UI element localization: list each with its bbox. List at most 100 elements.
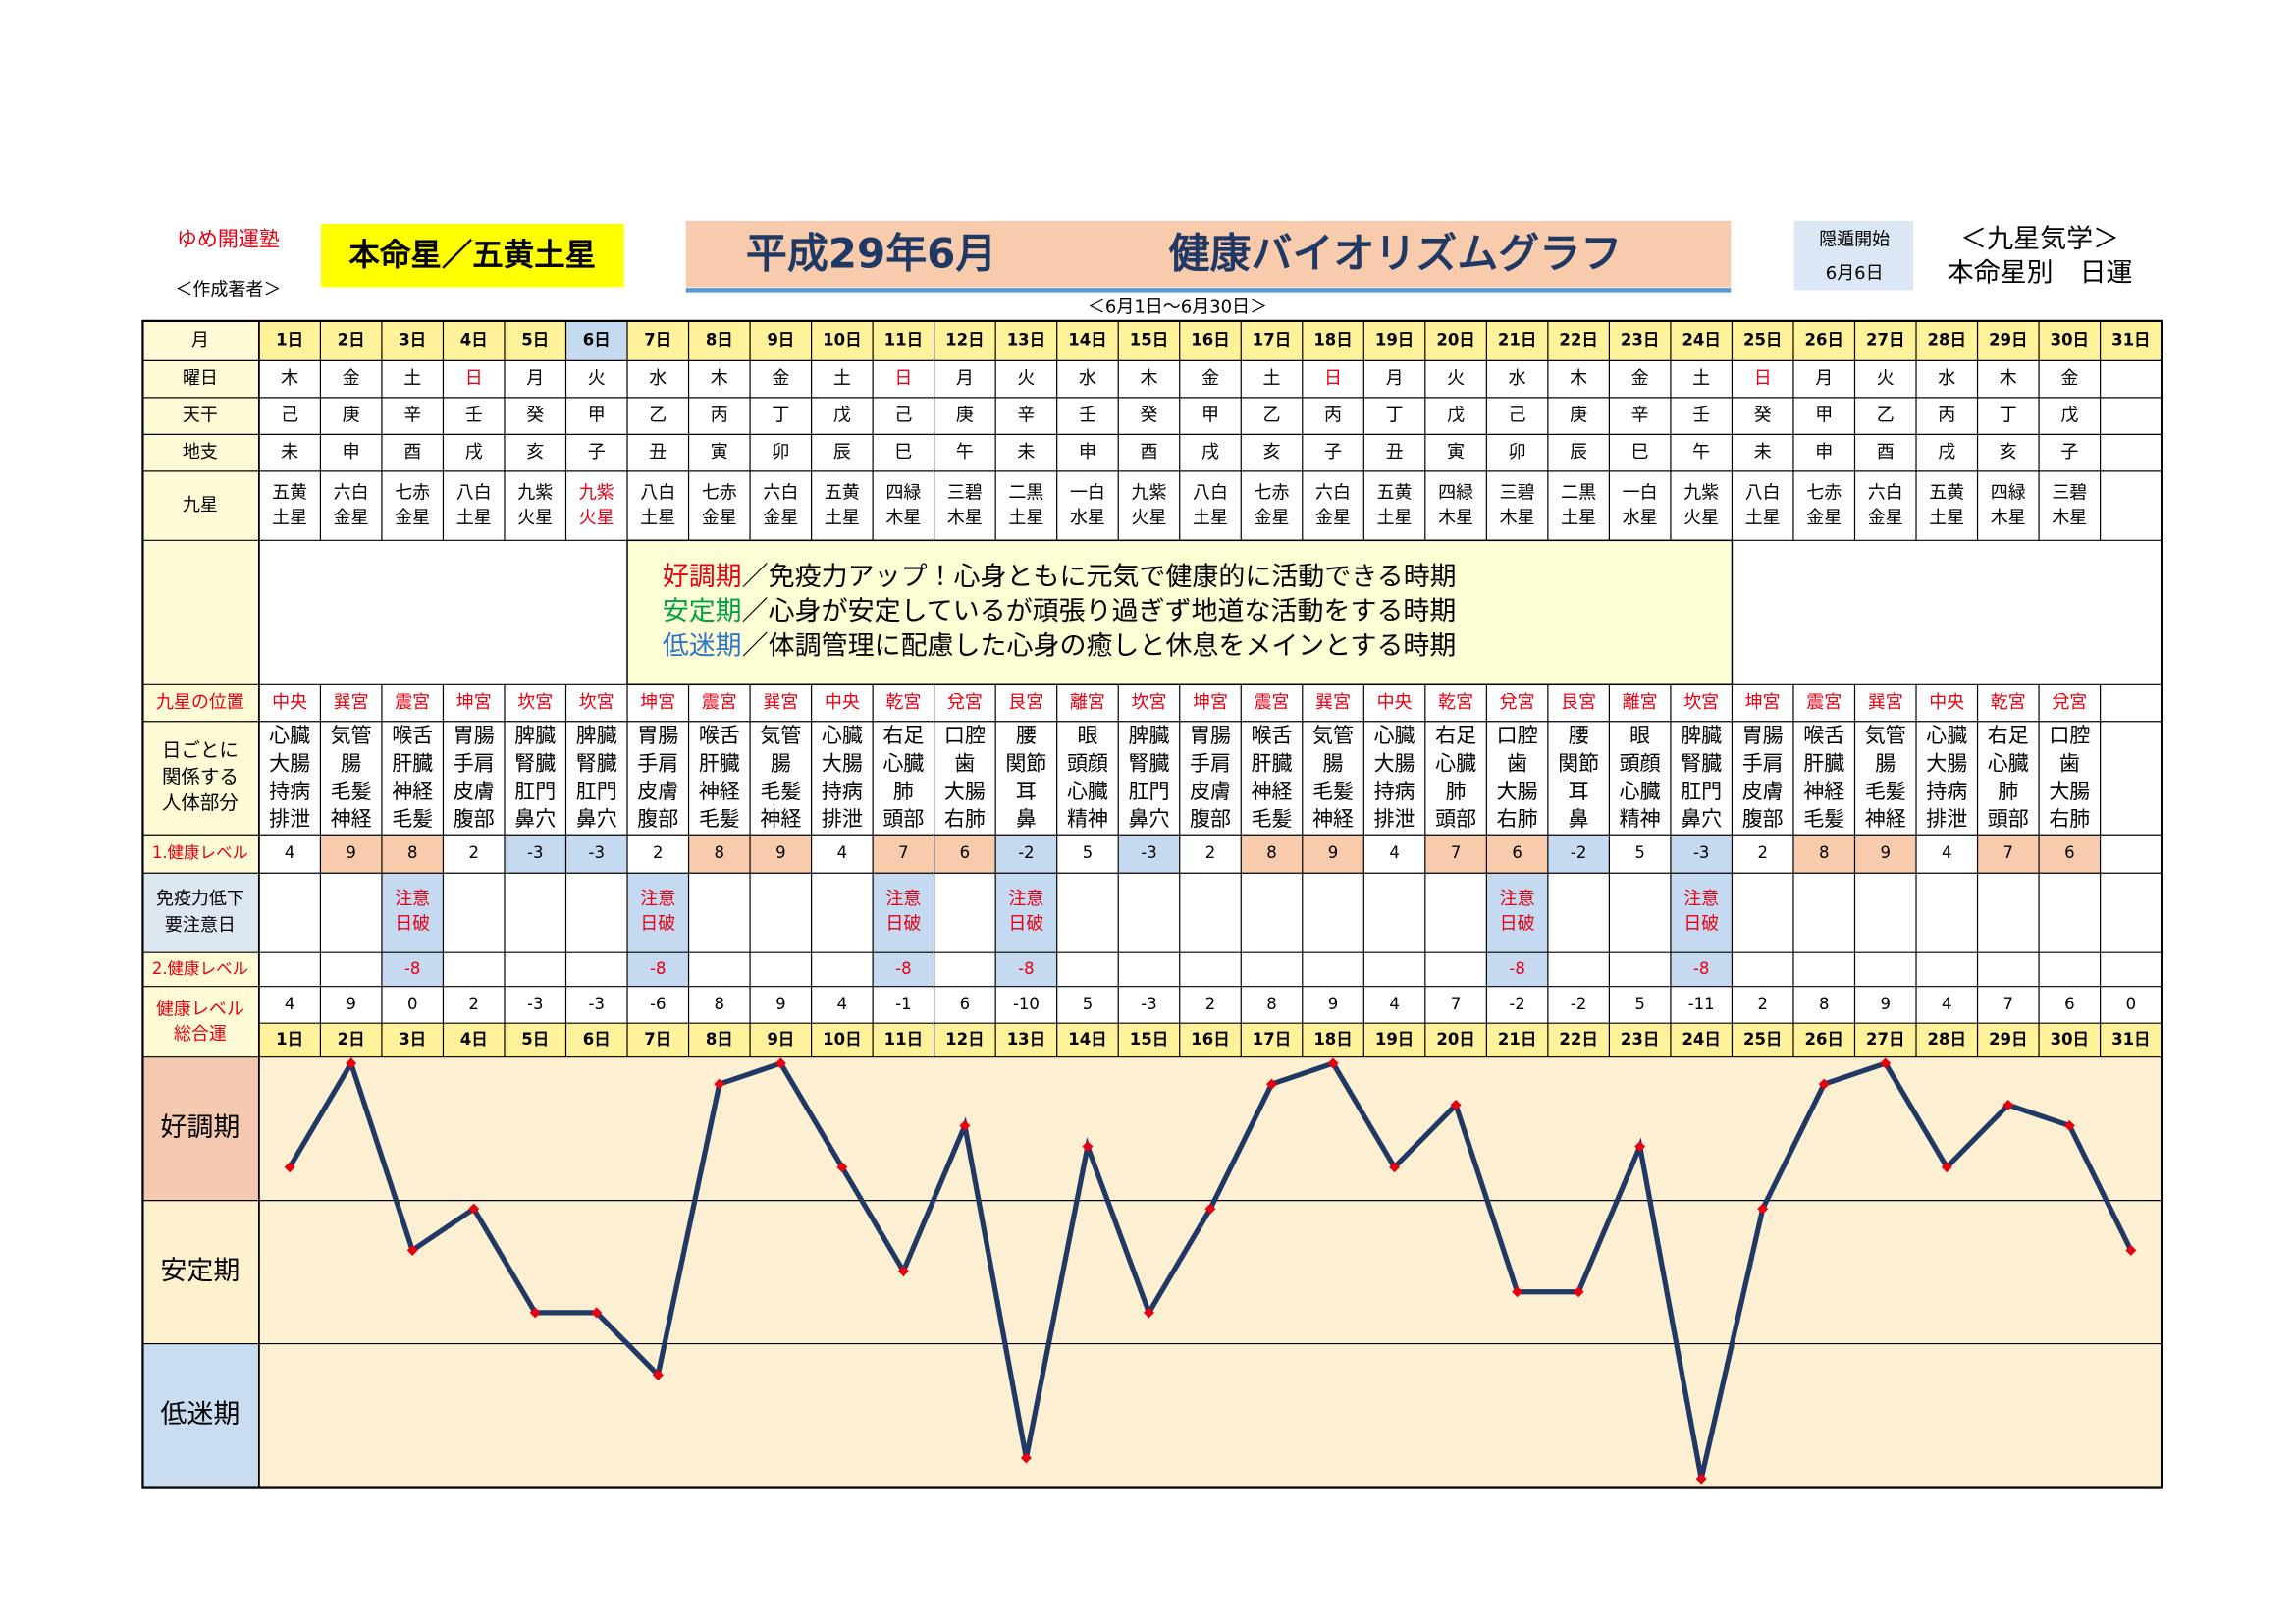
shi: 酉 (1877, 442, 1895, 462)
position: 艮宮 (1561, 692, 1596, 713)
total: 2 (1205, 995, 1215, 1013)
x-tick-label: 26日 (1805, 1030, 1843, 1049)
body-part: 腸 (771, 751, 791, 775)
shi: 子 (588, 442, 606, 462)
row-label: 関係する (162, 765, 239, 787)
x-tick-label: 22日 (1559, 1030, 1597, 1049)
x-tick-label: 24日 (1682, 1030, 1720, 1049)
contents: 好調期安定期低迷期月曜日天干地支九星九星の位置日ごとに関係する人体部分1.健康レ… (152, 330, 2151, 1485)
weekday: 日 (894, 368, 912, 389)
kan: 壬 (465, 406, 483, 426)
day-label: 31日 (2111, 331, 2150, 350)
level1-good (2039, 835, 2101, 874)
star: 六白 (1315, 482, 1351, 503)
body-part: 神経 (392, 780, 433, 803)
body-part: 口腔 (944, 724, 986, 747)
level2: -8 (1509, 959, 1524, 978)
body-part: 精神 (1620, 807, 1661, 831)
caution: 注意 (1683, 889, 1719, 909)
body-part: 腹部 (454, 807, 495, 831)
shi: 午 (956, 442, 974, 462)
shi: 子 (1324, 442, 1342, 462)
total: 6 (2064, 995, 2074, 1013)
kan: 己 (281, 406, 298, 426)
x-tick-label: 28日 (1928, 1030, 1966, 1049)
date-row (258, 1023, 2163, 1057)
level2: -8 (895, 959, 911, 978)
total: 4 (1389, 995, 1399, 1013)
kan: 庚 (1570, 406, 1587, 426)
level1: 4 (285, 843, 294, 862)
level1-poor (1547, 835, 1610, 874)
body-part: 毛髪 (392, 807, 433, 831)
position: 坤宮 (456, 692, 492, 713)
weekday: 金 (1201, 368, 1219, 389)
caution: 日破 (885, 914, 921, 935)
weekday: 木 (1570, 368, 1587, 389)
star: 木星 (947, 508, 983, 528)
kan: 丁 (772, 406, 789, 426)
day-label: 20日 (1436, 331, 1474, 350)
body-part: 耳 (1016, 780, 1037, 803)
x-tick-label: 1日 (276, 1030, 303, 1049)
level1: 6 (2064, 843, 2074, 862)
body-part: 心臓 (1435, 751, 1476, 775)
star: 金星 (1868, 508, 1903, 528)
level1: 7 (898, 843, 908, 862)
point (897, 1266, 909, 1277)
point (836, 1162, 848, 1173)
star: 土星 (1008, 508, 1043, 528)
caution-cell (873, 873, 934, 953)
x-tick-label: 20日 (1436, 1030, 1474, 1049)
weekday: 金 (343, 368, 360, 389)
shi: 申 (1815, 442, 1833, 462)
weekday: 月 (1386, 368, 1404, 389)
level1-good (1792, 835, 1855, 874)
row-label: 総合運 (174, 1024, 227, 1045)
day-label: 6日 (583, 331, 611, 350)
level1: -3 (589, 843, 605, 862)
kan: 乙 (649, 406, 667, 426)
caution: 注意 (885, 889, 921, 909)
star: 五黄 (1377, 482, 1413, 503)
body-part: 大腸 (944, 780, 986, 803)
caution: 日破 (1500, 914, 1535, 935)
kan: 丁 (1386, 406, 1404, 426)
body-part: 脾臓 (1128, 724, 1169, 747)
band-label-cell (142, 1343, 259, 1488)
position: 震宮 (702, 692, 737, 713)
level1: 9 (775, 843, 785, 862)
star: 八白 (1193, 482, 1228, 503)
level1: 6 (960, 843, 970, 862)
kan: 甲 (588, 406, 606, 426)
row-label: 要注意日 (165, 915, 236, 936)
title-date: 平成29年6月 (746, 229, 996, 277)
position: 坎宮 (1683, 692, 1719, 713)
weekday: 火 (1447, 368, 1465, 389)
body-part: 気管 (760, 724, 801, 747)
body-part: 大腸 (1497, 780, 1538, 803)
total: 4 (837, 995, 847, 1013)
row-label: 九星の位置 (156, 692, 244, 713)
body-part: 肛門 (1681, 780, 1722, 803)
body-part: 胃腸 (637, 724, 678, 747)
star: 火星 (1131, 508, 1166, 528)
star: 金星 (763, 508, 798, 528)
body-part: 排泄 (822, 807, 863, 831)
total: -3 (527, 995, 543, 1013)
total: 8 (1266, 995, 1276, 1013)
shi: 申 (343, 442, 360, 462)
caution: 注意 (640, 889, 675, 909)
body-part: 気管 (1865, 724, 1906, 747)
day-label: 22日 (1559, 331, 1597, 350)
level1: 8 (715, 843, 724, 862)
level1: 2 (1205, 843, 1215, 862)
x-tick-label: 21日 (1498, 1030, 1536, 1049)
position: 中央 (1929, 692, 1964, 713)
body-part: 歯 (954, 751, 975, 775)
kan: 乙 (1263, 406, 1281, 426)
caution-cell (627, 873, 689, 953)
level1-poor (1670, 835, 1733, 874)
weekday: 火 (588, 368, 606, 389)
position: 離宮 (1070, 692, 1105, 713)
